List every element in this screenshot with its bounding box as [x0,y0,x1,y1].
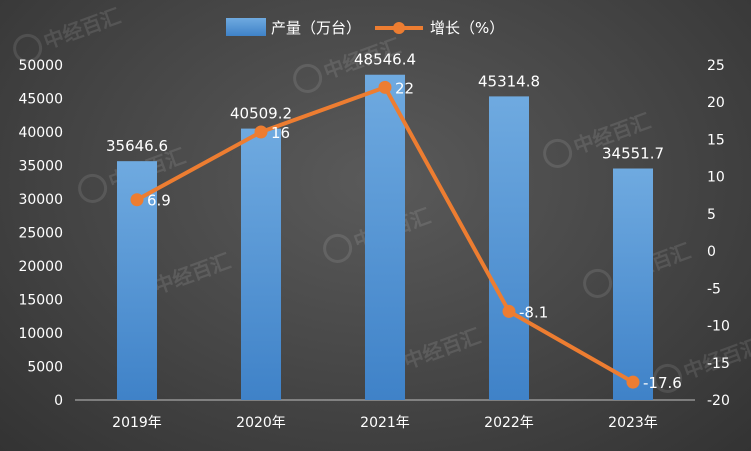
bar-value-label: 35646.6 [106,137,168,155]
x-tick-label: 2023年 [608,415,658,431]
line-point [378,80,392,94]
line-value-label: -8.1 [519,303,548,321]
y-right-tick-label: 5 [707,207,716,223]
legend-label-line: 增长（%） [430,19,504,37]
bar-value-label: 48546.4 [354,51,416,69]
legend-swatch-bar [226,18,266,36]
bar [489,96,529,400]
y-left-tick-label: 0 [54,393,63,409]
y-left-tick-label: 5000 [27,360,63,376]
legend-label-bar: 产量（万台） [271,19,361,37]
y-right-tick-label: 0 [707,244,716,260]
line-point [254,125,268,139]
axes-layer: 0 5000 10000 15000 20000 25000 30000 35000 40000… [18,58,729,431]
line-series [130,80,640,389]
legend-swatch-marker [393,22,405,34]
watermark: 中经百汇 [13,4,124,63]
x-tick-label: 2019年 [112,415,162,431]
y-left-tick-label: 45000 [18,92,63,108]
y-right-tick-label: 20 [707,95,725,111]
x-tick-label: 2021年 [360,415,410,431]
bar-value-label: 45314.8 [478,72,540,90]
bar-value-label: 40509.2 [230,105,292,123]
y-right-tick-label: -10 [707,319,730,335]
bar-series [117,74,653,400]
y-left-tick-label: 40000 [18,125,63,141]
y-right-tick-label: -5 [707,281,721,297]
y-left-tick-label: 20000 [18,259,63,275]
chart-legend: 产量（万台） 增长（%） [226,18,504,37]
y-right-tick-label: -20 [707,393,730,409]
watermark-text: 中经百汇 [400,324,483,374]
y-right-tick-label: 25 [707,58,725,74]
bar [365,74,405,400]
data-labels: 35646.6 40509.2 48546.4 45314.8 34551.7 6.9 16… [106,51,682,392]
line-point [626,375,640,389]
line-value-label: 6.9 [147,192,171,210]
y-left-tick-label: 10000 [18,326,63,342]
x-tick-label: 2022年 [484,415,534,431]
y-left-tick-label: 50000 [18,58,63,74]
line-value-label: 22 [395,79,414,97]
bar [613,168,653,400]
line-point [502,304,516,318]
y-right-tick-label: 15 [707,132,725,148]
y-left-tick-label: 15000 [18,293,63,309]
watermark-text: 中经百汇 [40,4,123,54]
y-right-tick-label: 10 [707,170,725,186]
line-value-label: -17.6 [643,374,682,392]
y-left-tick-label: 25000 [18,226,63,242]
bar-value-label: 34551.7 [602,145,664,163]
line-value-label: 16 [271,124,290,142]
y-right-tick-label: -15 [707,356,730,372]
x-tick-label: 2020年 [236,415,286,431]
y-left-tick-label: 30000 [18,192,63,208]
y-left-tick-label: 35000 [18,159,63,175]
line-point [130,193,144,207]
bar [241,128,281,400]
watermark-text: 中经百汇 [150,249,233,299]
